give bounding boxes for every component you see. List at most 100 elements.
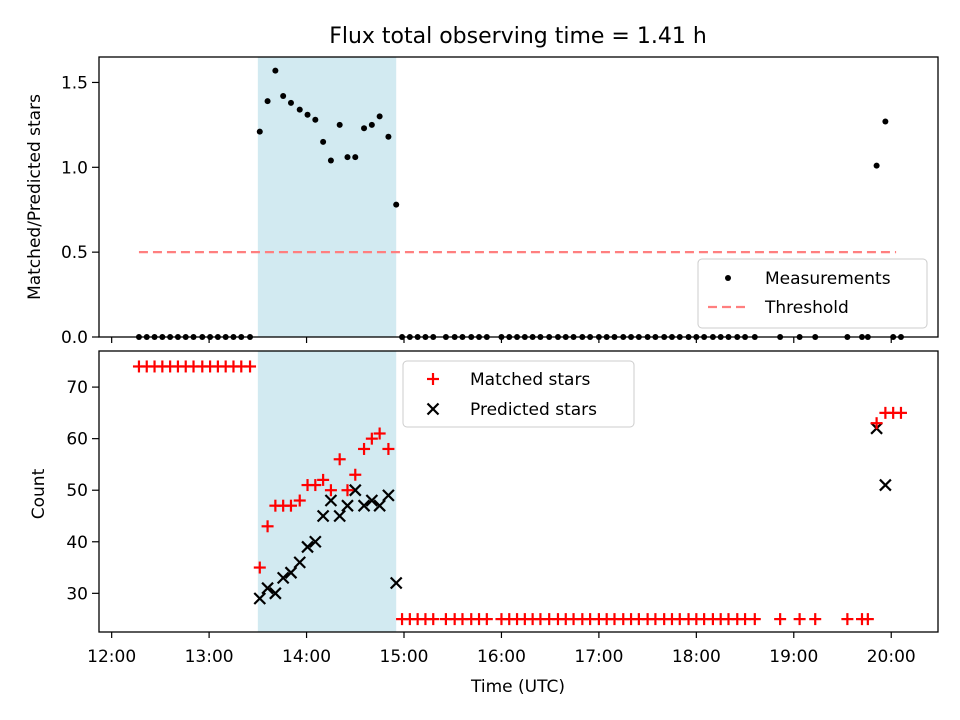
matched-point (324, 484, 337, 497)
top-y-ticks: 0.0 0.5 1.0 1.5 (61, 73, 99, 348)
figure-title: Flux total observing time = 1.41 h (329, 24, 707, 49)
matched-point (809, 613, 822, 626)
bottom-y-ticks: 30 40 50 60 70 (66, 378, 99, 604)
bottom-plot-frame (98, 350, 939, 633)
matched-point (253, 561, 266, 574)
predicted-point (293, 556, 307, 569)
predicted-point (341, 499, 354, 512)
legend-matched-marker (427, 373, 439, 385)
predicted-point (261, 581, 274, 595)
matched-point (427, 373, 439, 385)
measurement-point (272, 67, 279, 74)
legend-predicted-marker (426, 402, 440, 416)
predicted-point (426, 402, 440, 416)
y-tick-label: 0.0 (61, 328, 88, 348)
x-tick-label: 20:00 (867, 647, 916, 667)
measurement-point (320, 138, 327, 145)
matched-point (333, 453, 346, 466)
y-tick-label: 60 (66, 430, 88, 450)
top-shaded-region (257, 57, 397, 337)
measurement-point (873, 162, 880, 169)
predicted-point (349, 483, 362, 497)
legend-threshold-label: Threshold (764, 298, 849, 318)
y-tick-label: 1.5 (61, 73, 88, 93)
predicted-point (253, 592, 267, 605)
predicted-point (373, 499, 386, 512)
top-y-axis-label: Matched/Predicted stars (25, 94, 45, 300)
x-tick-label: 16:00 (477, 647, 526, 667)
top-legend-box (697, 258, 928, 329)
matched-point (244, 360, 257, 373)
matched-point (358, 442, 371, 455)
matched-point (774, 613, 787, 626)
measurement-point (361, 125, 368, 132)
measurement-point (385, 133, 392, 140)
measurement-point (352, 154, 359, 161)
predicted-point (879, 478, 892, 492)
x-tick-label: 17:00 (574, 647, 623, 667)
legend-measurements-marker (725, 275, 731, 281)
predicted-point (357, 499, 371, 512)
y-tick-label: 30 (66, 584, 88, 604)
measurement-point (280, 93, 287, 100)
y-tick-label: 1.0 (61, 158, 88, 178)
matched-point (317, 473, 330, 486)
bottom-panel: 30 40 50 60 70 12:00 13:00 14:00 15:00 16:00 17:0… (29, 350, 939, 697)
top-plot-frame (98, 56, 939, 338)
x-axis-label: Time (UTC) (470, 677, 565, 697)
bottom-y-axis-label: Count (29, 468, 49, 519)
predicted-point (333, 509, 346, 523)
predicted-points (253, 422, 892, 605)
matched-point (341, 484, 354, 497)
bottom-shaded-region (257, 351, 397, 632)
matched-point (373, 427, 386, 440)
predicted-point (324, 494, 338, 507)
predicted-point (316, 509, 330, 523)
measurement-point (287, 99, 294, 106)
measurement-point (368, 121, 375, 128)
predicted-point (365, 494, 379, 507)
bottom-legend-box (402, 360, 635, 428)
predicted-point (284, 566, 298, 579)
x-tick-label: 12:00 (87, 647, 136, 667)
top-x-ticks (111, 337, 892, 343)
predicted-point (309, 535, 322, 549)
legend-matched-label: Matched stars (470, 370, 590, 390)
matched-points (132, 360, 907, 626)
x-tick-label: 18:00 (672, 647, 721, 667)
x-tick-label: 14:00 (282, 647, 331, 667)
measurement-point (882, 118, 889, 125)
predicted-point (301, 540, 314, 554)
matched-point (349, 468, 362, 481)
matched-point (480, 613, 493, 626)
measurement-point (296, 106, 303, 113)
measurement-point (264, 98, 271, 105)
measurement-point (256, 128, 263, 135)
bottom-legend: Matched stars Predicted stars (402, 360, 635, 428)
matched-point (894, 406, 907, 419)
x-tick-label: 19:00 (769, 647, 818, 667)
matched-point (382, 442, 395, 455)
matched-point (261, 520, 274, 533)
measurement-point (393, 201, 400, 208)
predicted-point (382, 489, 395, 502)
matched-point (427, 613, 440, 626)
matched-point (748, 613, 761, 626)
legend-predicted-label: Predicted stars (470, 400, 597, 420)
y-tick-label: 40 (66, 533, 88, 553)
predicted-point (276, 571, 290, 585)
y-tick-label: 70 (66, 378, 88, 398)
matched-point (365, 432, 378, 445)
measurement-point (327, 157, 334, 164)
bottom-x-ticks: 12:00 13:00 14:00 15:00 16:00 17:00 18:00 19:00… (87, 632, 916, 667)
measurement-point (376, 113, 383, 120)
matched-point (861, 613, 874, 626)
measurement-point (344, 154, 351, 161)
matched-point (284, 499, 297, 512)
measurement-point (336, 121, 343, 128)
measurement-point (312, 116, 319, 123)
predicted-point (269, 587, 282, 600)
top-panel: 0.0 0.5 1.0 1.5 Matched/Predicted stars Mea… (25, 56, 939, 348)
y-tick-label: 50 (66, 481, 88, 501)
